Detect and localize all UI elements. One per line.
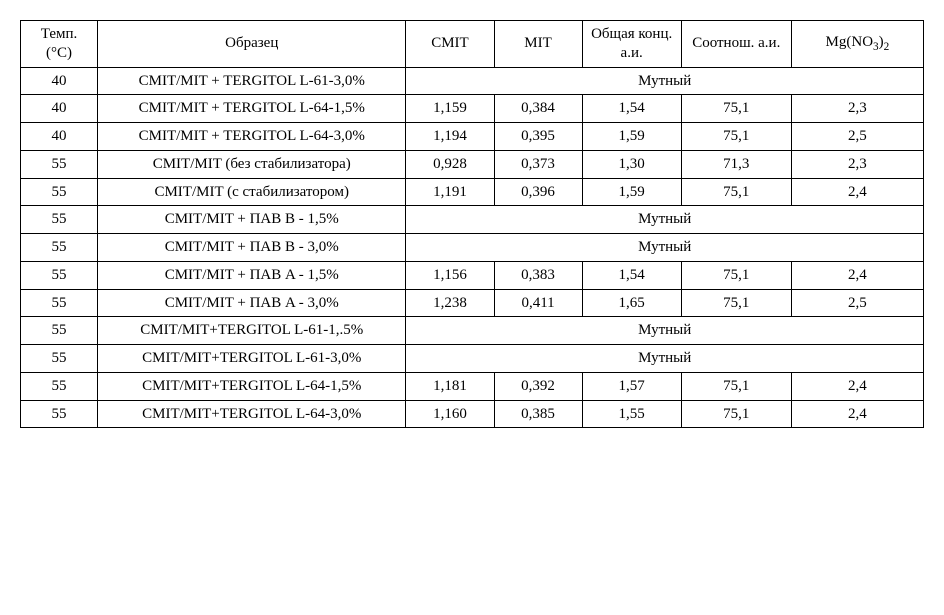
cell-sample: CMIT/MIT+TERGITOL L-61-3,0% [98,345,406,373]
cell-sample: CMIT/MIT + TERGITOL L-64-3,0% [98,123,406,151]
cell-ratio: 75,1 [681,95,791,123]
cell-ratio: 71,3 [681,150,791,178]
header-conc: Общая конц. а.и. [582,21,681,68]
cell-mit: 0,373 [494,150,582,178]
cell-cmit: 0,928 [406,150,494,178]
table-row: 55CMIT/MIT + ПАВ B - 3,0%Мутный [21,234,924,262]
cell-mit: 0,392 [494,372,582,400]
header-mg: Mg(NO3)2 [791,21,923,68]
cell-cmit: 1,238 [406,289,494,317]
cell-cmit: 1,181 [406,372,494,400]
table-row: 55CMIT/MIT + ПАВ A - 1,5%1,1560,3831,547… [21,261,924,289]
cell-merged: Мутный [406,317,924,345]
table-row: 40CMIT/MIT + TERGITOL L-64-3,0%1,1940,39… [21,123,924,151]
cell-ratio: 75,1 [681,400,791,428]
cell-conc: 1,55 [582,400,681,428]
cell-sample: CMIT/MIT + TERGITOL L-64-1,5% [98,95,406,123]
cell-temp: 55 [21,345,98,373]
cell-conc: 1,59 [582,123,681,151]
table-row: 55CMIT/MIT (без стабилизатора)0,9280,373… [21,150,924,178]
cell-sample: CMIT/MIT + ПАВ A - 1,5% [98,261,406,289]
cell-sample: CMIT/MIT (с стабилизатором) [98,178,406,206]
header-sample: Образец [98,21,406,68]
cell-sample: CMIT/MIT+TERGITOL L-61-1,.5% [98,317,406,345]
header-mit: MIT [494,21,582,68]
cell-mit: 0,396 [494,178,582,206]
cell-mit: 0,395 [494,123,582,151]
cell-merged: Мутный [406,206,924,234]
data-table: Темп. (°C) Образец CMIT MIT Общая конц. … [20,20,924,428]
header-row: Темп. (°C) Образец CMIT MIT Общая конц. … [21,21,924,68]
cell-temp: 55 [21,206,98,234]
table-row: 55CMIT/MIT + ПАВ A - 3,0%1,2380,4111,657… [21,289,924,317]
cell-mg: 2,4 [791,400,923,428]
cell-temp: 40 [21,67,98,95]
cell-conc: 1,57 [582,372,681,400]
table-row: 55CMIT/MIT (с стабилизатором)1,1910,3961… [21,178,924,206]
cell-cmit: 1,191 [406,178,494,206]
cell-temp: 55 [21,150,98,178]
cell-temp: 55 [21,178,98,206]
header-ratio: Соотнош. а.и. [681,21,791,68]
cell-conc: 1,59 [582,178,681,206]
cell-merged: Мутный [406,345,924,373]
cell-sample: CMIT/MIT+TERGITOL L-64-1,5% [98,372,406,400]
cell-cmit: 1,160 [406,400,494,428]
cell-mg: 2,3 [791,150,923,178]
cell-cmit: 1,194 [406,123,494,151]
table-row: 55CMIT/MIT+TERGITOL L-61-3,0%Мутный [21,345,924,373]
cell-temp: 55 [21,400,98,428]
cell-temp: 55 [21,372,98,400]
cell-sample: CMIT/MIT+TERGITOL L-64-3,0% [98,400,406,428]
table-row: 55CMIT/MIT+TERGITOL L-64-1,5%1,1810,3921… [21,372,924,400]
cell-temp: 40 [21,95,98,123]
cell-conc: 1,65 [582,289,681,317]
cell-ratio: 75,1 [681,178,791,206]
cell-mg: 2,4 [791,372,923,400]
cell-mg: 2,4 [791,261,923,289]
cell-temp: 55 [21,261,98,289]
cell-conc: 1,54 [582,261,681,289]
cell-mit: 0,411 [494,289,582,317]
cell-mit: 0,385 [494,400,582,428]
table-body: 40CMIT/MIT + TERGITOL L-61-3,0%Мутный40C… [21,67,924,428]
cell-conc: 1,30 [582,150,681,178]
mg-label-prefix: Mg(NO [826,34,874,50]
table-row: 40CMIT/MIT + TERGITOL L-61-3,0%Мутный [21,67,924,95]
cell-merged: Мутный [406,67,924,95]
cell-ratio: 75,1 [681,123,791,151]
header-temp: Темп. (°C) [21,21,98,68]
cell-conc: 1,54 [582,95,681,123]
cell-ratio: 75,1 [681,289,791,317]
cell-temp: 40 [21,123,98,151]
cell-cmit: 1,156 [406,261,494,289]
cell-mit: 0,383 [494,261,582,289]
cell-temp: 55 [21,289,98,317]
table-row: 55CMIT/MIT + ПАВ B - 1,5%Мутный [21,206,924,234]
table-row: 55CMIT/MIT+TERGITOL L-64-3,0%1,1600,3851… [21,400,924,428]
cell-temp: 55 [21,234,98,262]
cell-sample: CMIT/MIT + ПАВ B - 3,0% [98,234,406,262]
mg-label-sub2: 2 [884,41,890,53]
cell-temp: 55 [21,317,98,345]
cell-mg: 2,3 [791,95,923,123]
cell-sample: CMIT/MIT + ПАВ B - 1,5% [98,206,406,234]
cell-cmit: 1,159 [406,95,494,123]
cell-mit: 0,384 [494,95,582,123]
cell-sample: CMIT/MIT + ПАВ A - 3,0% [98,289,406,317]
table-row: 55CMIT/MIT+TERGITOL L-61-1,.5%Мутный [21,317,924,345]
cell-mg: 2,5 [791,289,923,317]
cell-mg: 2,5 [791,123,923,151]
cell-sample: CMIT/MIT + TERGITOL L-61-3,0% [98,67,406,95]
cell-ratio: 75,1 [681,261,791,289]
header-cmit: CMIT [406,21,494,68]
cell-merged: Мутный [406,234,924,262]
cell-mg: 2,4 [791,178,923,206]
cell-sample: CMIT/MIT (без стабилизатора) [98,150,406,178]
cell-ratio: 75,1 [681,372,791,400]
table-row: 40CMIT/MIT + TERGITOL L-64-1,5%1,1590,38… [21,95,924,123]
